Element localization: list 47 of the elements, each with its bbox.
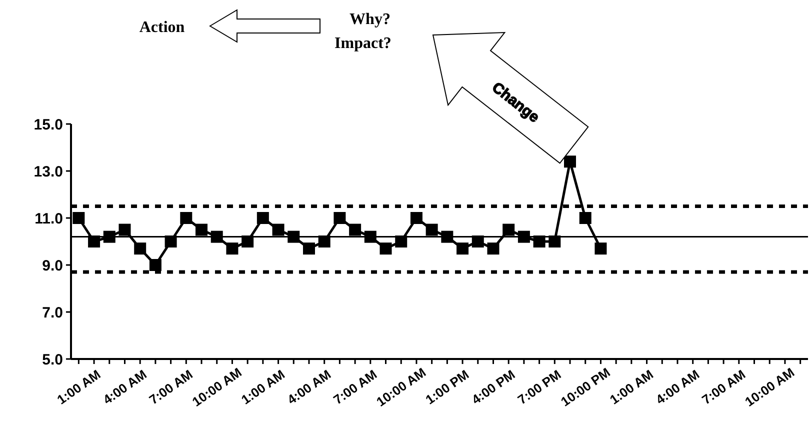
point: [502, 224, 515, 236]
point: [118, 224, 131, 236]
point: [196, 224, 208, 236]
y-tick-label: 5.0: [42, 351, 63, 368]
point: [164, 236, 177, 248]
point: [456, 242, 469, 255]
point: [334, 212, 346, 224]
point: [226, 242, 238, 255]
x-tick-label: 4:00 AM: [652, 366, 702, 408]
x-tick-label: 4:00 AM: [284, 366, 334, 408]
point: [380, 242, 392, 255]
point: [302, 242, 315, 255]
point: [272, 224, 284, 236]
point: [594, 242, 607, 255]
text: Action: [139, 19, 185, 36]
point: [410, 212, 422, 224]
text: Why?: [350, 11, 390, 28]
text: Impact?: [334, 35, 392, 52]
point: [180, 212, 192, 224]
y-tick-label: 7.0: [42, 304, 63, 322]
point: [472, 236, 484, 248]
point: [134, 242, 146, 255]
point: [256, 212, 269, 224]
point: [88, 236, 100, 248]
y-tick-label: 13.0: [34, 163, 63, 180]
x-tick-label: 4:00 PM: [468, 366, 518, 408]
point: [548, 236, 561, 248]
point: [579, 212, 592, 224]
point: [210, 230, 223, 243]
point: [288, 230, 300, 243]
y-tick-label: 15.0: [34, 116, 63, 134]
point: [395, 236, 408, 248]
point: [149, 259, 162, 271]
point: [441, 230, 454, 243]
point: [242, 236, 254, 248]
y-tick-label: 11.0: [34, 210, 63, 228]
point: [487, 242, 500, 255]
point: [533, 236, 546, 248]
point: [426, 224, 438, 236]
point: [72, 212, 85, 224]
y-tick-label: 9.0: [42, 257, 63, 274]
point: [364, 230, 376, 243]
point: [518, 230, 530, 243]
point: [564, 156, 576, 168]
point: [103, 230, 116, 243]
point: [349, 224, 362, 236]
point: [318, 236, 330, 248]
